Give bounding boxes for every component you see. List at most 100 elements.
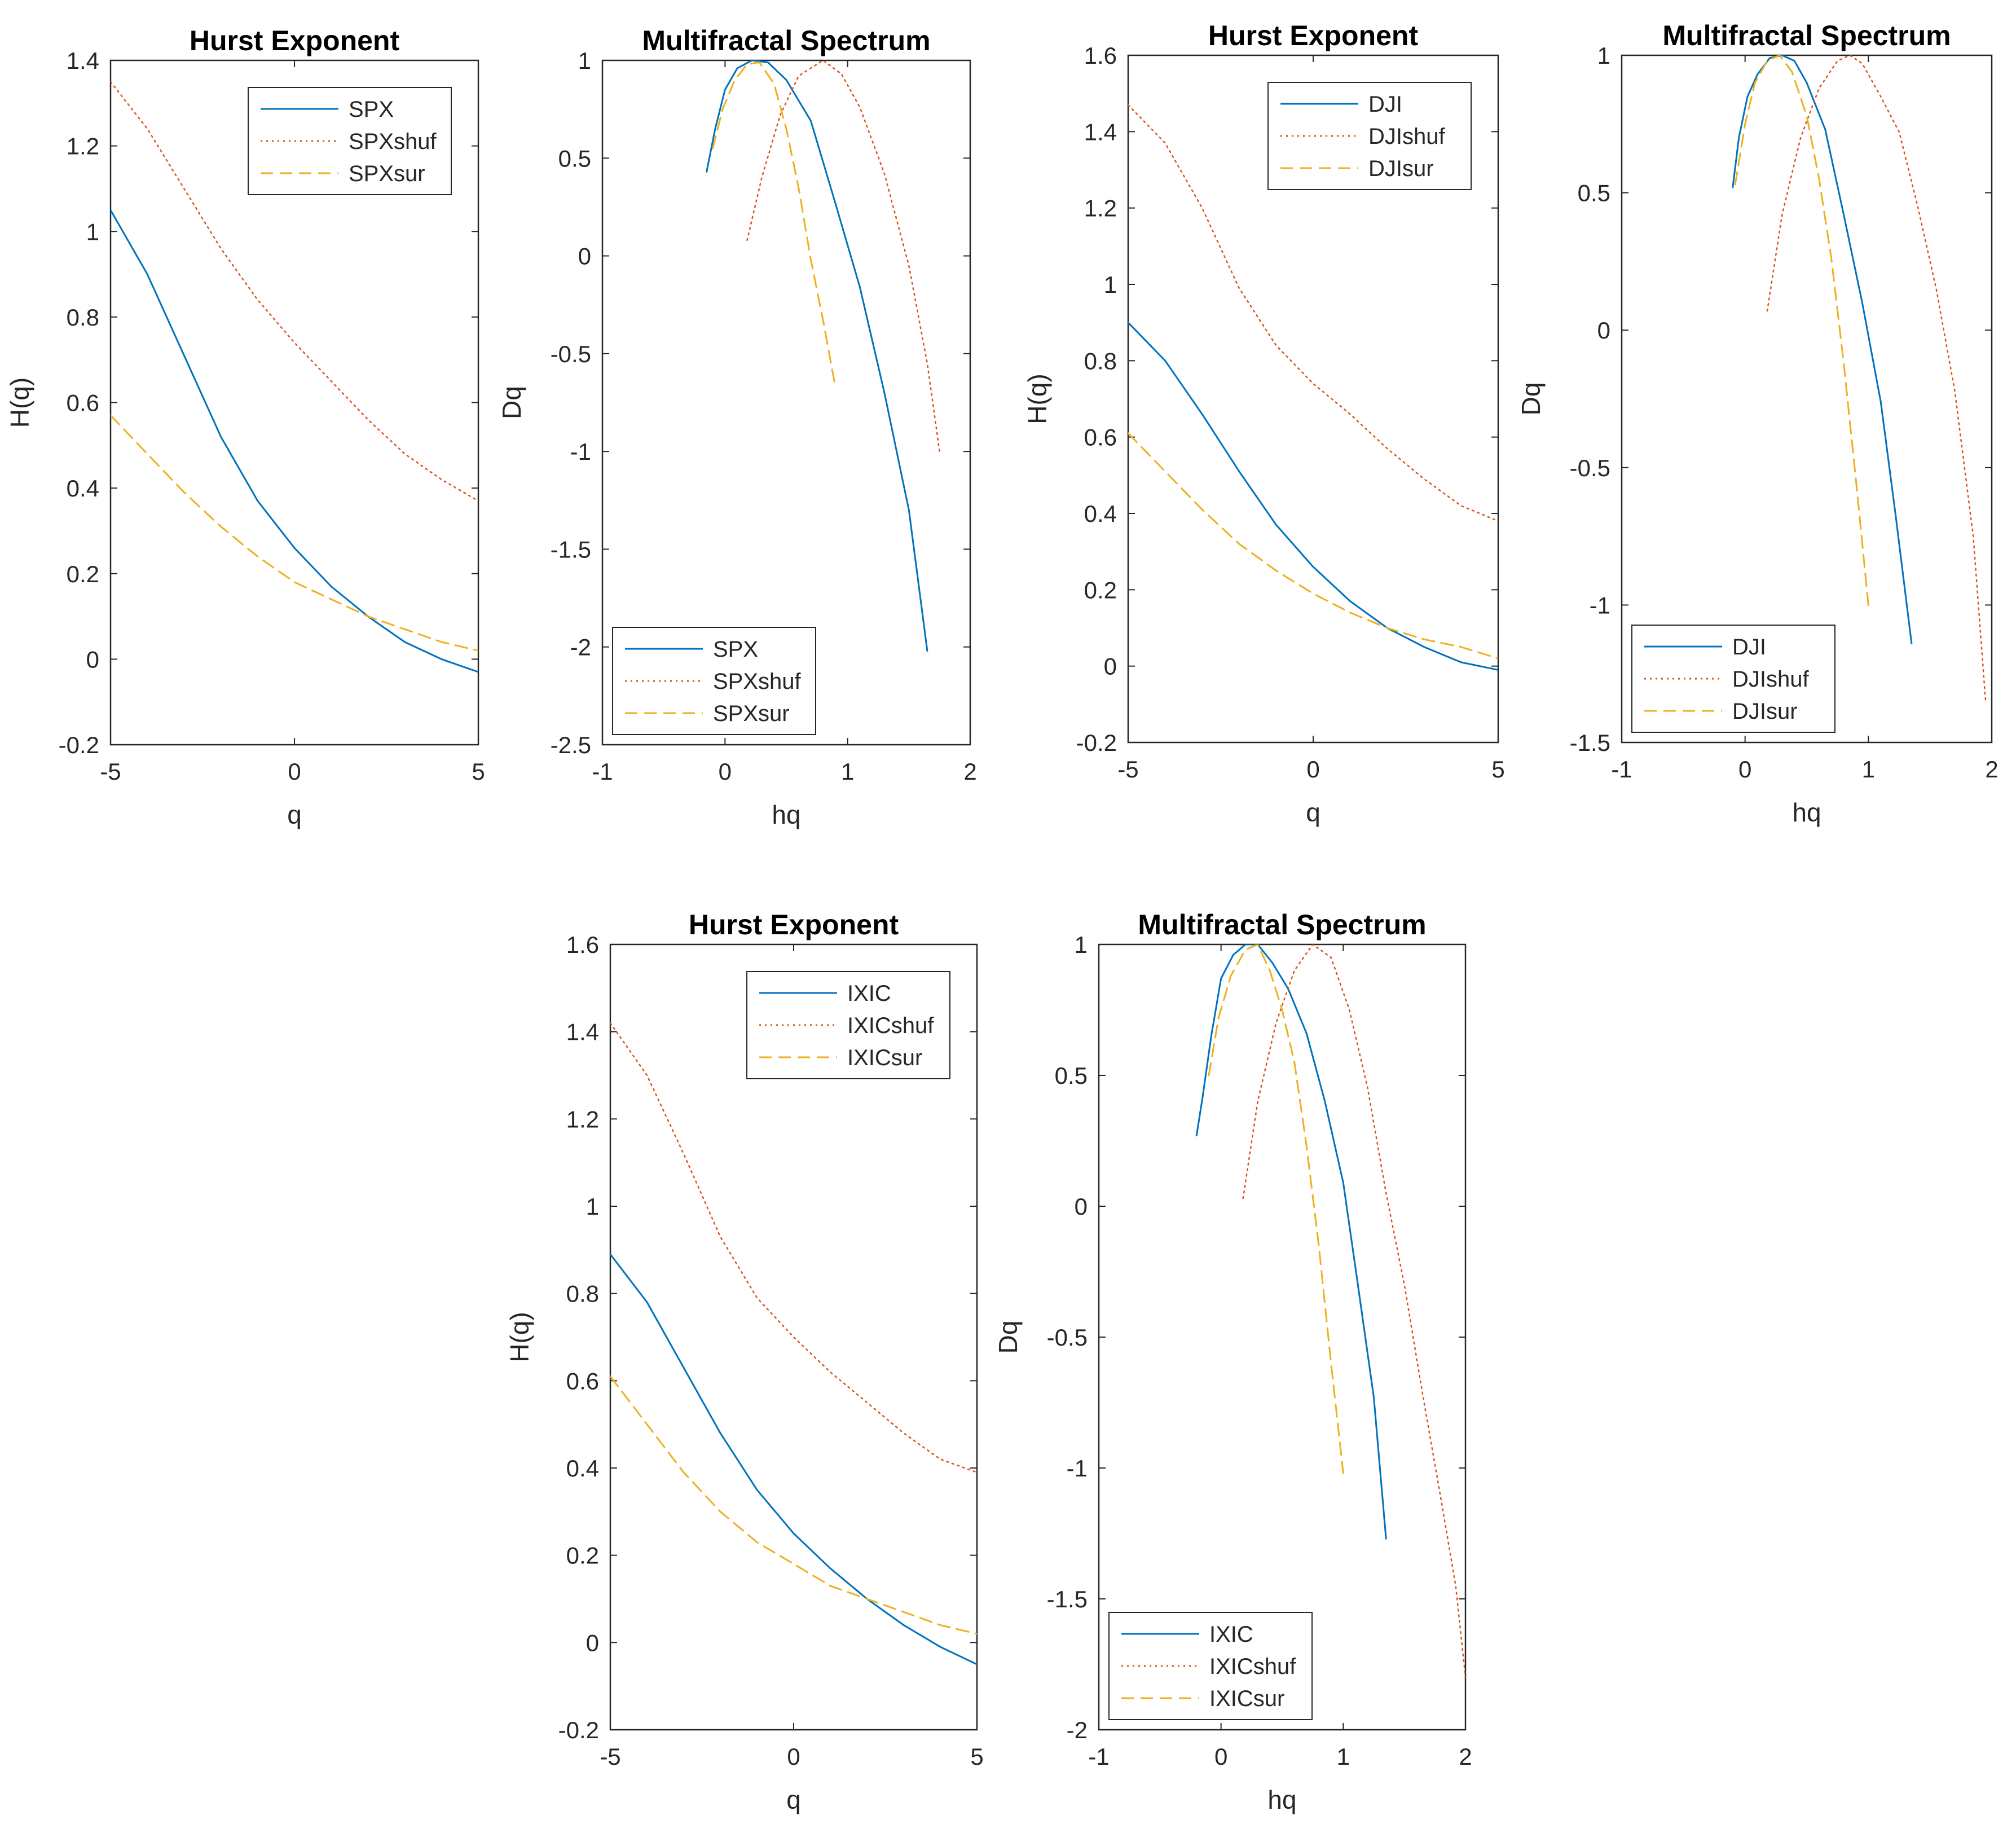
- ixic-spectrum-ytick-label: -1.5: [1047, 1586, 1088, 1612]
- ixic-hurst-xtick-label: 0: [787, 1743, 800, 1770]
- spx-spectrum-ytick-label: 0.5: [558, 145, 591, 172]
- dji-spectrum-ytick-label: 0.5: [1578, 180, 1610, 206]
- ixic-spectrum-series-group: [1195, 944, 1465, 1678]
- spx-spectrum-xtick-label: -1: [592, 758, 613, 785]
- spx-hurst-series-spxsur: [111, 414, 478, 652]
- spx-hurst-ytick-label: 1.2: [67, 133, 99, 160]
- spx-spectrum-ytick-label: -0.5: [551, 341, 591, 367]
- spx-hurst-series-spxshuf: [111, 81, 478, 502]
- ixic-spectrum-legend-box: [1108, 1612, 1313, 1720]
- dji-spectrum-series-djisur: [1734, 55, 1869, 606]
- ixic-hurst-ytick-label: 0.6: [566, 1368, 599, 1394]
- spx-spectrum-ytick-label: 1: [578, 47, 591, 74]
- dji-spectrum-ytick-label: -1: [1590, 592, 1610, 618]
- spx-hurst-legend-label: SPX: [349, 97, 394, 122]
- ixic-hurst-ytick-label: 0.8: [566, 1281, 599, 1307]
- dji-hurst-ytick-label: 1.2: [1084, 195, 1117, 222]
- dji-spectrum-ytick-label: 0: [1597, 317, 1610, 344]
- spx-hurst-ytick-label: 0.8: [67, 304, 99, 331]
- dji-hurst-ytick-label: 1.4: [1084, 118, 1117, 145]
- dji-hurst-xlabel: q: [1306, 798, 1320, 827]
- ixic-hurst-xlabel: q: [786, 1785, 801, 1814]
- ixic-spectrum-series-ixicshuf: [1242, 944, 1465, 1678]
- spx-hurst-legend-box: [248, 87, 452, 195]
- spx-spectrum-ytick-label: -1: [570, 438, 591, 465]
- ixic-hurst-ytick-label: 1.6: [566, 931, 599, 958]
- ixic-hurst-ytick-label: 1.4: [566, 1019, 599, 1045]
- dji-hurst-xtick-label: 5: [1491, 756, 1504, 783]
- ixic-hurst-ytick-label: 0.4: [566, 1455, 599, 1482]
- ixic-spectrum-legend-label: IXIC: [1209, 1622, 1253, 1647]
- ixic-spectrum-legend: IXIC IXICshuf IXICsur: [1108, 1612, 1313, 1720]
- dji-spectrum-xtick-label: 0: [1738, 756, 1751, 783]
- spx-spectrum-ytick-label: 0: [578, 243, 591, 270]
- spx-hurst-ylabel: H(q): [5, 377, 34, 428]
- ixic-spectrum-xtick-label: 0: [1214, 1743, 1227, 1770]
- ixic-hurst-legend-box: [746, 971, 950, 1079]
- spx-hurst-legend-label: SPXshuf: [349, 129, 437, 154]
- dji-spectrum-series-djishuf: [1766, 55, 1987, 702]
- dji-hurst-legend-box: [1267, 82, 1472, 190]
- dji-spectrum-ytick-label: 1: [1597, 42, 1610, 69]
- dji-hurst-ytick-label: 0.4: [1084, 500, 1117, 527]
- ixic-spectrum-ytick-label: -1: [1067, 1455, 1088, 1482]
- spx-hurst-ytick-label: 1.4: [67, 47, 99, 74]
- spx-hurst-series-group: [111, 81, 478, 673]
- spx-spectrum-legend-box: [612, 627, 816, 735]
- dji-spectrum-xtick-label: 2: [1985, 756, 1998, 783]
- dji-hurst-ytick-label: 1.6: [1084, 42, 1117, 69]
- dji-spectrum-title: Multifractal Spectrum: [1662, 20, 1951, 51]
- ixic-hurst-series-ixicsur: [610, 1375, 977, 1635]
- dji-hurst-series-group: [1128, 104, 1498, 671]
- ixic-spectrum-xtick-label: -1: [1088, 1743, 1109, 1770]
- ixic-hurst-ylabel: H(q): [505, 1312, 534, 1362]
- ixic-spectrum-legend-label: IXICshuf: [1209, 1654, 1296, 1679]
- ixic-spectrum-ytick-label: 0.5: [1055, 1062, 1088, 1089]
- dji-hurst-series-djisur: [1128, 432, 1498, 660]
- ixic-hurst-ytick-label: 1: [586, 1193, 599, 1220]
- spx-spectrum-xlabel: hq: [772, 800, 800, 829]
- dji-spectrum-ylabel: Dq: [1516, 383, 1546, 416]
- spx-hurst-ytick-label: 0.4: [67, 475, 99, 502]
- spx-hurst-ytick-label: 0.6: [67, 390, 99, 416]
- spx-hurst-xtick-label: 0: [288, 758, 301, 785]
- dji-spectrum-series-dji: [1732, 55, 1913, 645]
- ixic-hurst-series-ixic: [610, 1253, 977, 1665]
- ixic-spectrum-series-ixic: [1195, 944, 1387, 1540]
- spx-hurst-series-spx: [111, 209, 478, 673]
- spx-spectrum-series-spxsur: [712, 61, 837, 388]
- spx-hurst-panel: -5 0 5 -0.2 0 0.2 0.4 0.6 0.8 1 1.2 1.4 Hurst Expone…: [5, 25, 485, 829]
- ixic-hurst-legend-label: IXIC: [847, 981, 891, 1006]
- ixic-spectrum-ytick-label: 1: [1075, 931, 1088, 958]
- dji-spectrum-legend-label: DJI: [1732, 635, 1766, 660]
- dji-spectrum-ytick-label: -0.5: [1570, 455, 1610, 481]
- ixic-spectrum-ytick-label: -2: [1067, 1717, 1088, 1743]
- ixic-spectrum-xlabel: hq: [1267, 1785, 1296, 1814]
- ixic-spectrum-plot-area: [1098, 943, 1467, 1731]
- dji-spectrum-legend-label: DJIsur: [1732, 699, 1798, 724]
- spx-hurst-xtick-label: -5: [100, 758, 121, 785]
- ixic-hurst-xtick-label: -5: [600, 1743, 620, 1770]
- dji-spectrum-xlabel: hq: [1792, 798, 1821, 827]
- ixic-spectrum-title: Multifractal Spectrum: [1138, 909, 1426, 940]
- dji-spectrum-legend-label: DJIshuf: [1732, 667, 1809, 692]
- spx-hurst-ytick-label: 1: [86, 218, 99, 245]
- ixic-spectrum-ytick-label: 0: [1075, 1193, 1088, 1220]
- dji-hurst-legend: DJI DJIshuf DJIsur: [1267, 82, 1472, 190]
- spx-spectrum-title: Multifractal Spectrum: [642, 25, 930, 56]
- spx-spectrum-xtick-label: 1: [841, 758, 854, 785]
- ixic-spectrum-panel: -1 0 1 2 -2 -1.5 -1 -0.5 0 0.5 1 Multifractal Spect…: [993, 909, 1472, 1814]
- dji-spectrum-legend: DJI DJIshuf DJIsur: [1631, 625, 1835, 733]
- spx-spectrum-legend-label: SPXsur: [713, 701, 790, 726]
- ixic-spectrum-series-ixicsur: [1208, 944, 1344, 1474]
- ixic-hurst-legend-label: IXICsur: [847, 1045, 922, 1070]
- dji-hurst-series-dji: [1128, 322, 1498, 671]
- ixic-hurst-xtick-label: 5: [970, 1743, 983, 1770]
- dji-spectrum-xtick-label: 1: [1862, 756, 1875, 783]
- spx-spectrum-ytick-label: -2: [570, 634, 591, 661]
- ixic-hurst-series-group: [610, 1022, 977, 1665]
- spx-spectrum-xtick-label: 0: [719, 758, 732, 785]
- spx-spectrum-series-spx: [706, 60, 928, 652]
- ixic-hurst-ytick-label: 0.2: [566, 1542, 599, 1569]
- ixic-hurst-ytick-label: -0.2: [558, 1717, 599, 1743]
